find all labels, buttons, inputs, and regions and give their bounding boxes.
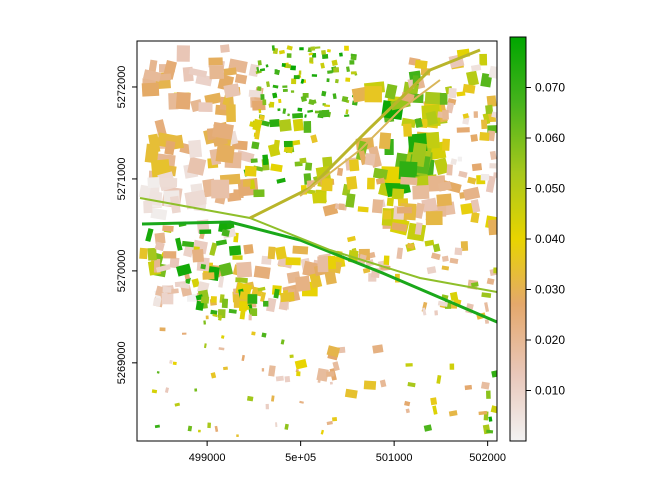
colorbar-tick-label: 0.010 — [535, 384, 565, 398]
y-tick-label: 5271000 — [116, 158, 128, 201]
colorbar-ramp — [509, 36, 527, 442]
x-tick-label: 502000 — [469, 452, 506, 464]
colorbar-tick-label: 0.060 — [535, 131, 565, 145]
plot-frame — [136, 40, 498, 442]
colorbar-tick-label: 0.050 — [535, 182, 565, 196]
y-tick-label: 5272000 — [116, 66, 128, 109]
colorbar-legend: 0.010 0.020 0.030 0.040 0.050 0.060 0.070 — [509, 36, 565, 442]
x-tick-label: 501000 — [376, 452, 413, 464]
raster-map-layer — [138, 44, 497, 437]
x-axis: 499000 5e+05 501000 502000 — [189, 441, 506, 464]
y-axis: 5269000 5270000 5271000 5272000 — [116, 66, 137, 384]
y-tick-label: 5270000 — [116, 249, 128, 292]
colorbar-tick-label: 0.040 — [535, 232, 565, 246]
colorbar-tick-label: 0.020 — [535, 333, 565, 347]
x-tick-label: 499000 — [189, 452, 226, 464]
colorbar-tick-label: 0.030 — [535, 283, 565, 297]
colorbar-tick-label: 0.070 — [535, 81, 565, 95]
x-tick-label: 5e+05 — [285, 452, 316, 464]
y-tick-label: 5269000 — [116, 341, 128, 384]
